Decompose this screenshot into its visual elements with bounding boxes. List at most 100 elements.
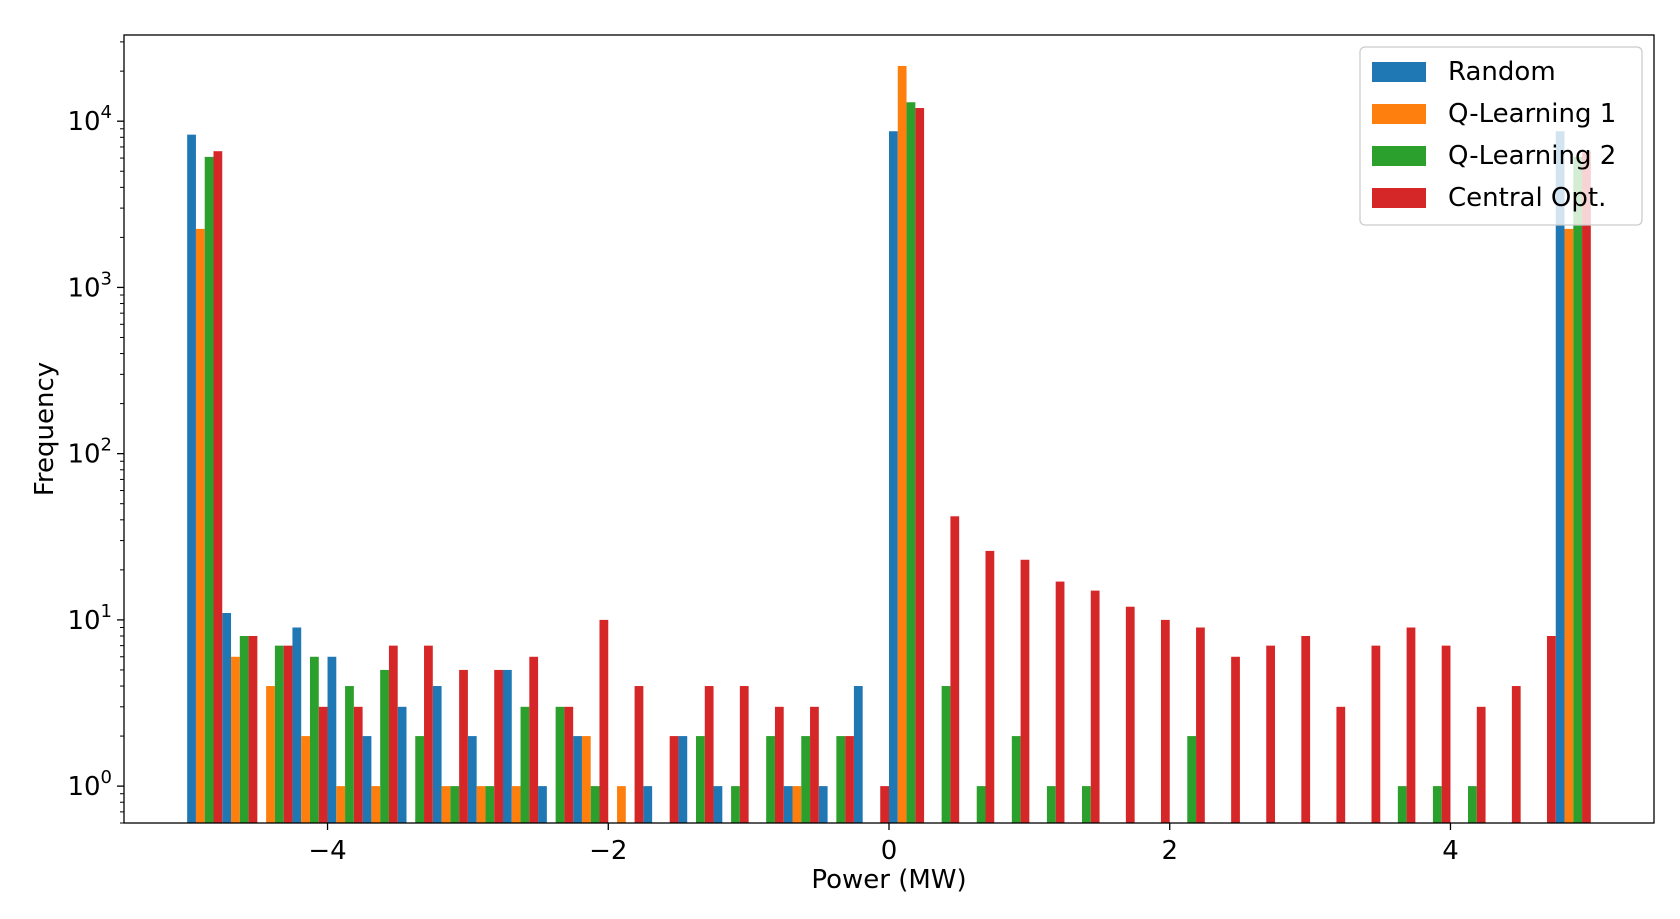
bar-central-opt-11 [599,619,609,823]
legend-swatch-q-learning-1 [1372,104,1426,124]
bar-central-opt-5 [388,645,398,823]
bar-central-opt-34 [1406,627,1416,823]
y-tick-label-4: 104 [67,102,112,137]
legend-label-random: Random [1448,57,1556,87]
bars-layer [187,65,1591,824]
bar-q-learning-2-5 [380,669,389,823]
bar-central-opt-15 [739,686,749,823]
bar-q-learning-2-14 [696,736,705,823]
y-axis-ticks: 100 101 102 103 104 [67,41,124,824]
bar-q-learning-2-10 [555,706,565,823]
bar-central-opt-19 [880,786,889,823]
bar-q-learning-2-11 [590,786,600,823]
bar-q-learning-1-9 [511,786,521,823]
bar-q-learning-2-36 [1468,786,1477,823]
bar-q-learning-1-20 [897,65,907,824]
legend-swatch-central-opt [1372,188,1426,208]
bar-q-learning-2-23 [1011,736,1021,823]
bar-q-learning-2-28 [1187,736,1197,823]
bar-random-6 [397,706,407,823]
bar-q-learning-1-4 [336,786,346,823]
bar-random-14 [678,736,688,823]
bar-q-learning-1-39 [1564,228,1574,823]
bar-random-8 [467,736,477,823]
bar-q-learning-2-6 [415,736,425,823]
bar-central-opt-33 [1371,645,1381,823]
bar-random-3 [292,627,302,823]
bar-q-learning-1-0 [195,228,205,823]
bar-random-7 [432,686,442,823]
y-tick-label-0: 100 [67,767,112,802]
bar-random-1 [222,613,232,823]
bar-random-10 [538,786,547,823]
bar-q-learning-2-21 [941,686,951,823]
bar-central-opt-12 [634,686,644,823]
bar-q-learning-2-2 [274,645,284,823]
bar-random-4 [327,656,337,823]
bar-central-opt-18 [845,736,854,823]
legend-swatch-q-learning-2 [1372,146,1426,166]
bar-central-opt-3 [318,706,328,823]
legend-swatch-random [1372,62,1426,82]
x-tick-label-4: 4 [1442,836,1459,866]
bar-q-learning-2-25 [1082,786,1091,823]
legend: Random Q-Learning 1 Q-Learning 2 Central… [1359,46,1643,226]
bar-central-opt-36 [1476,706,1486,823]
bar-q-learning-2-20 [906,102,916,823]
bar-random-13 [643,786,653,823]
bar-central-opt-37 [1511,686,1521,823]
bar-central-opt-4 [353,706,363,823]
bar-q-learning-2-24 [1046,786,1056,823]
bar-q-learning-2-9 [520,706,530,823]
bar-q-learning-1-3 [301,736,310,823]
bar-central-opt-16 [774,706,784,823]
bar-central-opt-17 [810,706,819,823]
bar-central-opt-26 [1125,606,1135,823]
bar-central-opt-2 [283,645,293,823]
bar-random-17 [783,786,793,823]
bar-central-opt-8 [494,669,503,823]
bar-central-opt-22 [985,550,995,823]
bar-central-opt-32 [1336,706,1346,823]
bar-central-opt-31 [1301,636,1311,823]
legend-label-central-opt: Central Opt. [1448,183,1606,213]
bar-q-learning-2-1 [239,636,249,823]
y-tick-label-1: 101 [67,601,112,636]
bar-central-opt-25 [1090,590,1100,823]
bar-q-learning-2-3 [309,656,319,823]
bar-central-opt-27 [1160,619,1170,823]
bar-q-learning-1-17 [792,786,802,823]
legend-label-q-learning-2: Q-Learning 2 [1448,141,1616,171]
bar-q-learning-2-39 [1573,156,1583,823]
bar-q-learning-2-4 [345,686,354,823]
bar-q-learning-2-16 [766,736,775,823]
legend-label-q-learning-1: Q-Learning 1 [1448,99,1616,129]
bar-q-learning-1-2 [266,686,275,823]
bar-q-learning-1-7 [441,786,451,823]
bar-central-opt-21 [950,516,960,823]
bar-random-11 [573,736,582,823]
bar-random-20 [889,131,898,823]
bar-q-learning-2-8 [485,786,495,823]
y-tick-label-2: 102 [67,435,112,470]
bar-central-opt-1 [248,636,258,823]
bar-central-opt-20 [915,108,925,823]
bar-q-learning-2-34 [1397,786,1407,823]
bar-central-opt-14 [704,686,714,823]
bar-central-opt-23 [1020,559,1030,823]
x-axis-ticks: −4 −2 0 2 4 [308,823,1459,866]
bar-q-learning-1-5 [371,786,381,823]
bar-random-39 [1555,131,1565,823]
x-tick-label-0: −4 [308,836,346,866]
bar-central-opt-6 [424,645,433,823]
bar-central-opt-10 [564,706,574,823]
bar-central-opt-29 [1231,656,1240,823]
bar-random-0 [187,134,196,823]
bar-central-opt-39 [1582,151,1591,823]
bar-central-opt-28 [1196,627,1205,823]
bar-central-opt-38 [1546,636,1556,823]
bar-central-opt-7 [459,669,468,823]
bar-central-opt-0 [213,151,223,823]
bar-central-opt-13 [669,736,679,823]
bar-central-opt-24 [1055,581,1065,823]
